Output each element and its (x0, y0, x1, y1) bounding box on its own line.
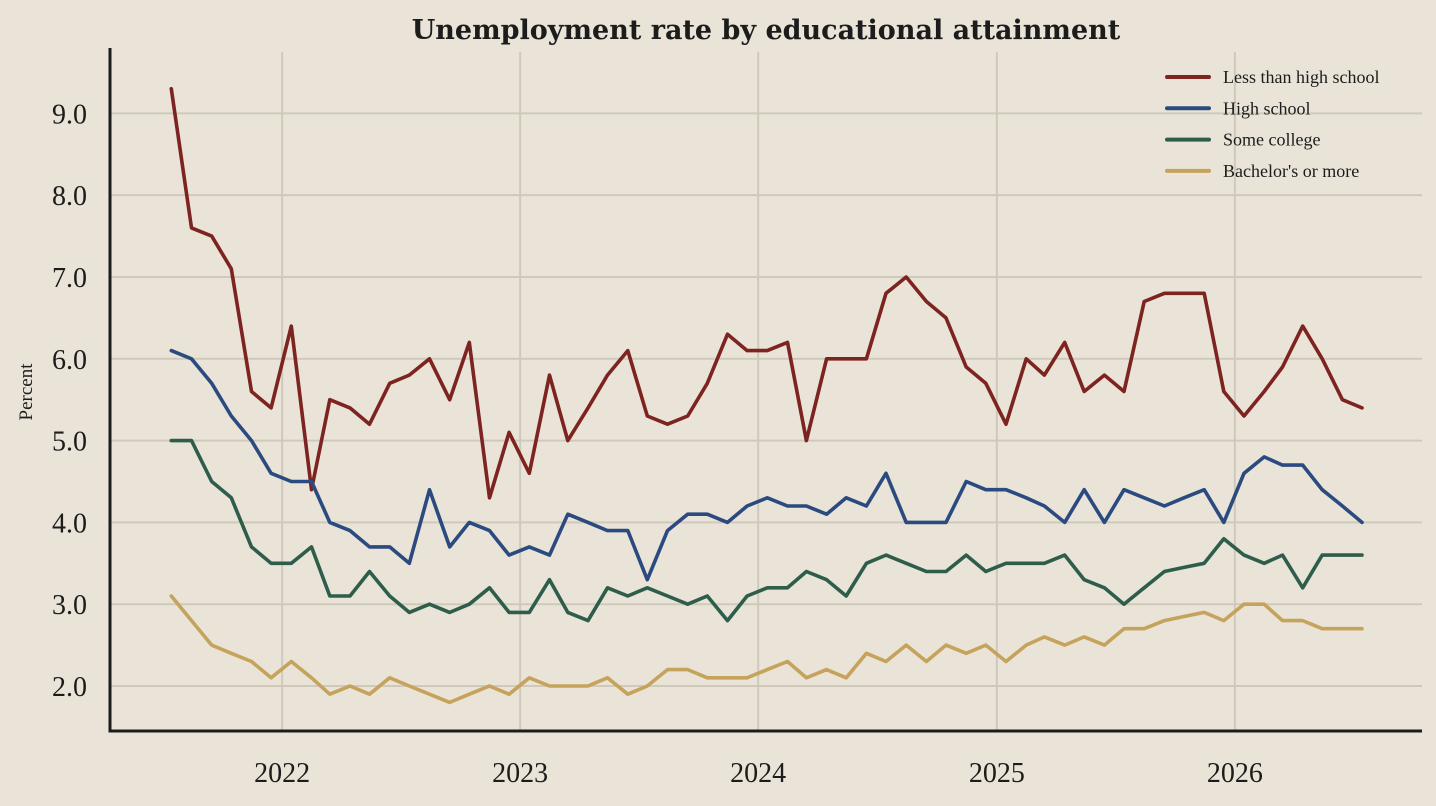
y-tick-label: 7.0 (52, 263, 87, 294)
y-tick-label: 6.0 (52, 345, 87, 376)
y-tick-label: 3.0 (52, 590, 87, 621)
y-tick-label: 4.0 (52, 508, 87, 539)
legend-label-high-school: High school (1223, 98, 1311, 118)
series-lines (169, 87, 1364, 705)
x-tick-label: 2026 (1207, 758, 1263, 789)
x-tick-labels: 2022 2023 2024 2025 2026 (254, 758, 1263, 789)
legend-label-some-college: Some college (1223, 130, 1320, 150)
x-tick-label: 2025 (969, 758, 1025, 789)
y-tick-label: 9.0 (52, 99, 87, 130)
series-line-high-school (169, 348, 1364, 582)
y-tick-label: 2.0 (52, 672, 87, 703)
series-line-some-college (169, 438, 1364, 623)
x-tick-label: 2023 (492, 758, 548, 789)
legend-label-bachelor-s-or-more: Bachelor's or more (1223, 161, 1359, 181)
series-line-bachelor-s-or-more (169, 594, 1364, 705)
y-tick-label: 8.0 (52, 181, 87, 212)
series-line-less-than-high-school (169, 87, 1364, 500)
y-tick-label: 5.0 (52, 427, 87, 458)
axes (108, 48, 1422, 733)
legend-label-less-than-high-school: Less than high school (1223, 67, 1379, 87)
x-tick-label: 2022 (254, 758, 310, 789)
legend: Less than high school High school Some col… (1165, 67, 1379, 181)
y-axis-label: Percent (16, 363, 37, 421)
x-tick-label: 2024 (730, 758, 786, 789)
chart-title: Unemployment rate by educational attainm… (412, 15, 1121, 46)
y-tick-labels: 2.0 3.0 4.0 5.0 6.0 7.0 8.0 9.0 (52, 99, 87, 703)
